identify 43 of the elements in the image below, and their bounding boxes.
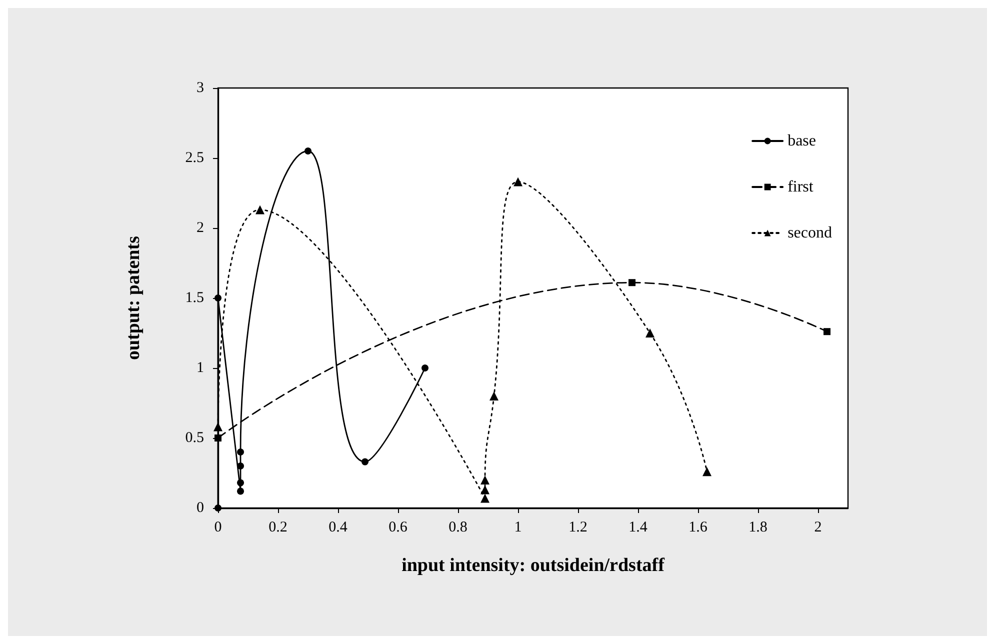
point — [237, 488, 244, 495]
point — [628, 279, 636, 286]
legend-label: base — [788, 132, 816, 150]
x-tick-label: 0.4 — [328, 520, 348, 536]
point — [480, 494, 490, 503]
legend-label: second — [788, 224, 832, 242]
point — [422, 364, 428, 372]
x-tick-label: 1.4 — [628, 520, 648, 536]
point — [256, 205, 264, 214]
point — [214, 434, 222, 442]
x-tick-label: 0.2 — [268, 520, 288, 536]
point — [214, 294, 222, 302]
x-tick-label: 1.6 — [688, 520, 708, 536]
y-tick-label: 3 — [196, 80, 204, 96]
point — [214, 422, 222, 432]
legend-label: first — [788, 178, 814, 196]
point — [824, 328, 830, 336]
point — [702, 467, 712, 476]
point — [362, 458, 368, 466]
x-tick-label: 1.2 — [568, 520, 588, 536]
x-axis-title: input intensity: outsidein/rdstaff — [402, 555, 666, 576]
x-tick-label: 0.8 — [448, 520, 468, 536]
y-tick-label: 1.5 — [185, 290, 204, 306]
x-tick-label: 0.6 — [388, 520, 408, 536]
point — [480, 485, 490, 494]
point — [480, 476, 490, 484]
y-tick-label: 0 — [196, 500, 204, 516]
point — [490, 392, 498, 400]
y-tick-label: 0.5 — [185, 430, 204, 446]
y-tick-label: 2 — [196, 220, 204, 236]
y-tick-label: 1 — [196, 360, 204, 376]
y-axis-title: output: patents — [123, 236, 144, 360]
point — [646, 328, 654, 338]
x-tick-label: 1.8 — [748, 520, 768, 536]
point — [237, 448, 244, 456]
point — [237, 479, 244, 486]
x-tick-label: 2 — [814, 520, 822, 536]
x-tick-label: 1 — [514, 520, 522, 536]
y-tick-label: 2.5 — [185, 150, 204, 166]
x-tick-label: 0 — [214, 520, 222, 536]
point — [237, 462, 244, 470]
point — [514, 177, 522, 186]
point — [304, 148, 312, 154]
